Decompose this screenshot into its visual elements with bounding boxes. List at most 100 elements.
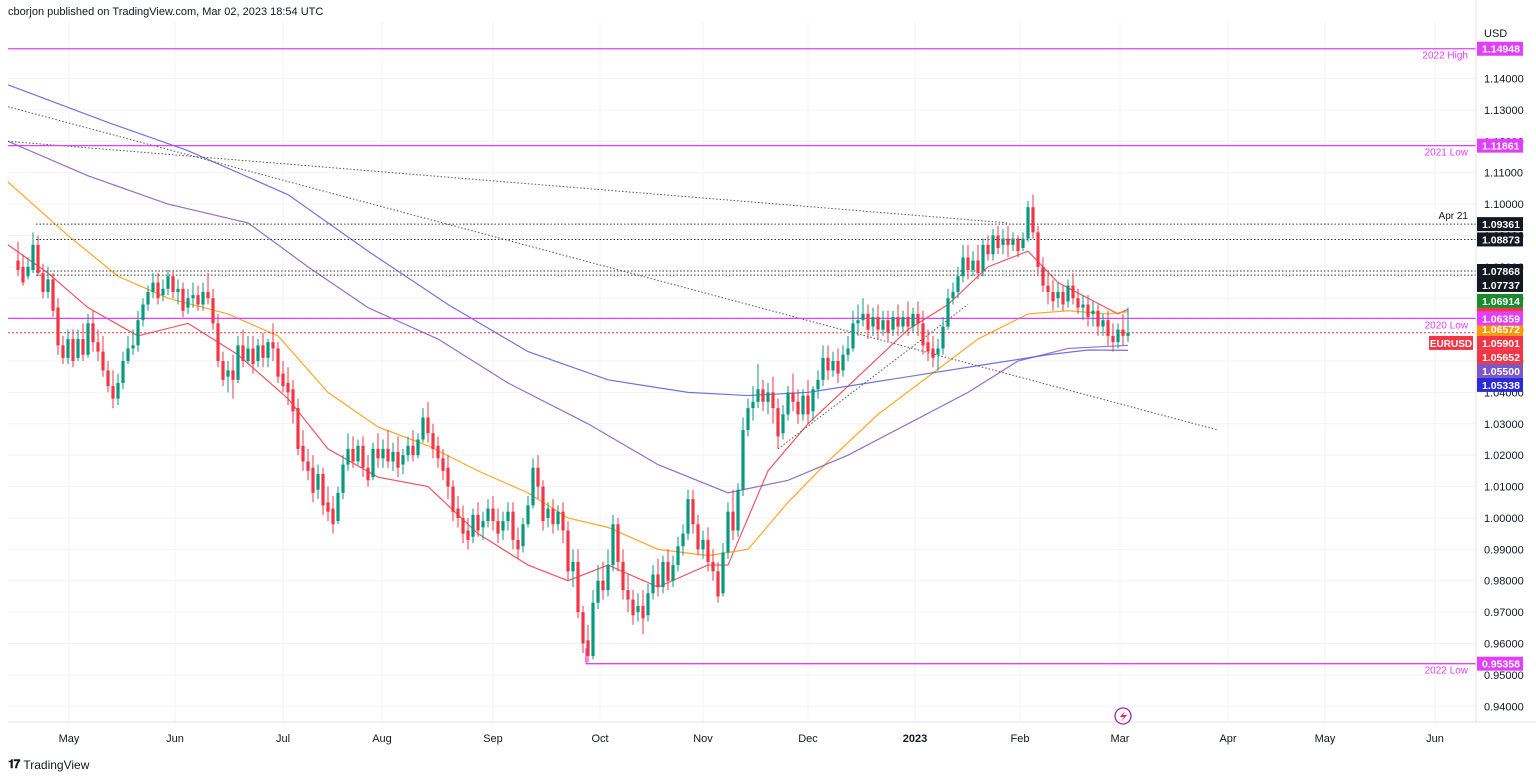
brand-footer[interactable]: 𝟏𝟕 TradingView: [8, 757, 89, 772]
candle-body: [56, 307, 60, 346]
candle-body: [896, 317, 900, 327]
price-tag-text: 1.08873: [1482, 234, 1520, 246]
candle-body: [1011, 238, 1015, 245]
candle-body: [186, 298, 190, 308]
candle-body: [736, 489, 740, 531]
price-tag: [1477, 349, 1523, 364]
candle-body: [826, 357, 830, 371]
candle-body: [261, 345, 265, 358]
candle-body: [636, 605, 640, 613]
candle-body: [441, 458, 445, 471]
candle-body: [661, 561, 665, 588]
candle-body: [521, 524, 525, 547]
candle-body: [196, 295, 200, 305]
y-tick-label: 1.13000: [1484, 105, 1524, 117]
price-tag: [1477, 217, 1523, 232]
candle-body: [1116, 329, 1120, 343]
candle-body: [21, 266, 25, 283]
candle-body: [701, 539, 705, 550]
dotted-level-label: Apr 21: [1439, 211, 1469, 222]
candle-body: [1026, 207, 1030, 239]
candle-body: [626, 590, 630, 600]
candle-body: [76, 339, 80, 358]
candle-body: [836, 361, 840, 374]
candle-body: [821, 357, 825, 380]
candle-body: [606, 565, 610, 591]
trend-line: [777, 304, 969, 450]
y-tick-label: 0.94000: [1484, 701, 1524, 713]
candle-body: [681, 533, 685, 547]
candle-body: [696, 524, 700, 550]
candle-body: [966, 257, 970, 270]
candle-body: [1021, 238, 1025, 249]
price-tag-text: 1.05338: [1482, 380, 1520, 392]
candle-body: [911, 313, 915, 327]
moving-average-line: [7, 181, 1129, 557]
candle-body: [546, 508, 550, 518]
x-tick-label: Nov: [693, 733, 713, 745]
candle-body: [1066, 285, 1070, 302]
level-price-tag: [1477, 41, 1523, 56]
candle-body: [151, 282, 155, 292]
price-tag-text: 1.07868: [1482, 266, 1520, 278]
x-tick-label: Dec: [798, 733, 818, 745]
candle-body: [731, 511, 735, 531]
candle-body: [1046, 285, 1050, 292]
candle-body: [541, 486, 545, 522]
candle-body: [106, 370, 110, 387]
candle-body: [306, 461, 310, 471]
candle-body: [961, 257, 965, 277]
tv-bolt-icon: [1114, 707, 1132, 725]
candle-body: [481, 521, 485, 528]
candle-body: [191, 295, 195, 299]
y-tick-label: 1.11000: [1484, 168, 1523, 180]
candle-body: [501, 521, 505, 531]
candle-body: [806, 395, 810, 415]
candle-body: [996, 235, 1000, 249]
candle-body: [581, 612, 585, 644]
candle-body: [1001, 238, 1005, 245]
moving-averages: [7, 84, 1129, 588]
time-axis[interactable]: May Jun Jul Aug Sep Oct Nov Dec 2023 Feb Mar Apr May…: [8, 721, 1536, 745]
candle-body: [206, 291, 210, 299]
price-tag-text: 1.09361: [1482, 219, 1520, 231]
candle-body: [466, 530, 470, 540]
candle-body: [271, 342, 275, 349]
candle-body: [586, 640, 590, 657]
candle-body: [276, 348, 280, 377]
candle-body: [1101, 320, 1105, 327]
candle-body: [366, 467, 370, 481]
candle-body: [861, 313, 865, 321]
x-tick-label: Feb: [1011, 733, 1030, 745]
x-tick-label: Jul: [276, 733, 290, 745]
candle-body: [1121, 329, 1125, 336]
candle-body: [666, 561, 670, 581]
level-price-tag-text: 1.14948: [1482, 44, 1520, 56]
x-tick-label: 2023: [903, 733, 927, 745]
candle-body: [396, 452, 400, 468]
candle-body: [181, 288, 185, 311]
candle-body: [716, 571, 720, 597]
brand-name: TradingView: [23, 757, 90, 772]
candle-body: [126, 348, 130, 362]
candle-body: [1091, 310, 1095, 314]
price-tag-text: 1.06914: [1482, 296, 1520, 308]
candle-body: [726, 511, 730, 553]
candle-body: [401, 455, 405, 465]
level-label: 2021 Low: [1425, 148, 1469, 159]
candle-body: [411, 445, 415, 456]
price-axis[interactable]: 1.140001.130001.120001.110001.100001.090…: [1429, 0, 1524, 722]
candle-body: [166, 276, 170, 289]
candle-body: [116, 382, 120, 399]
candle-body: [316, 474, 320, 490]
candle-body: [291, 389, 295, 412]
price-tag-text: 1.05500: [1482, 366, 1520, 378]
candle-body: [241, 345, 245, 362]
candle-body: [211, 298, 215, 324]
candle-body: [461, 517, 465, 534]
candle-body: [1071, 285, 1075, 299]
candle-body: [236, 345, 240, 380]
candle-body: [891, 317, 895, 330]
candle-body: [351, 448, 355, 462]
